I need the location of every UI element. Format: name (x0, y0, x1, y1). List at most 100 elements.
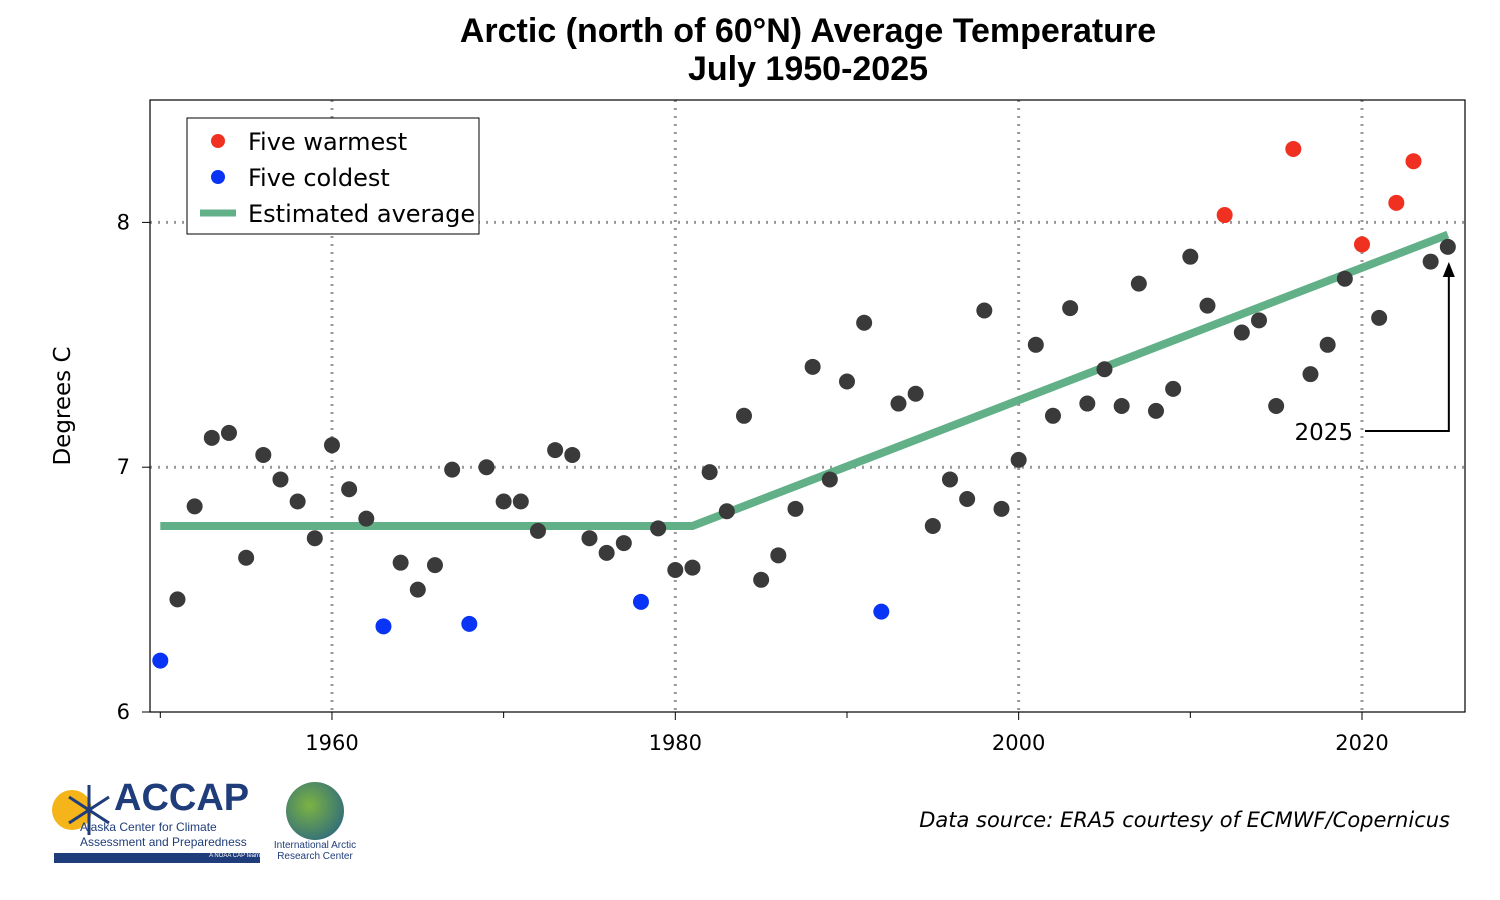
data-point (1062, 300, 1079, 317)
data-point (392, 554, 409, 571)
data-point (220, 424, 237, 441)
annotation-arrowhead (1442, 262, 1455, 277)
data-point (907, 385, 924, 402)
accap-logo: ACCAP Alaska Center for Climate Assessme… (44, 775, 264, 865)
data-point (787, 500, 804, 517)
data-point (444, 461, 461, 478)
data-point-coldest (461, 615, 478, 632)
data-point (821, 471, 838, 488)
data-point (667, 562, 684, 579)
data-point-warmest (1216, 207, 1233, 224)
data-point (238, 549, 255, 566)
data-point-warmest (1353, 236, 1370, 253)
data-point (1130, 275, 1147, 292)
x-tick-label: 2020 (1335, 731, 1388, 755)
data-point (1250, 312, 1267, 329)
chart-title: Arctic (north of 60°N) Average Temperatu… (0, 12, 1500, 88)
data-point (426, 557, 443, 574)
data-point-coldest (873, 603, 890, 620)
data-point (1319, 336, 1336, 353)
data-point (1165, 380, 1182, 397)
data-source: Data source: ERA5 courtesy of ECMWF/Cope… (919, 808, 1450, 832)
data-point (289, 493, 306, 510)
iarc-name-1: International Arctic (273, 840, 357, 851)
data-point (1336, 270, 1353, 287)
annotation-arrow-line (1365, 270, 1450, 432)
plot-frame (149, 99, 1466, 713)
legend-marker (211, 170, 225, 184)
data-point (1302, 366, 1319, 383)
data-point (1079, 395, 1096, 412)
data-point (959, 491, 976, 508)
y-tick-label: 7 (117, 455, 130, 479)
data-point (1096, 361, 1113, 378)
iarc-name-2: Research Center (277, 851, 353, 862)
title-line: Arctic (north of 60°N) Average Temperatu… (459, 12, 1157, 50)
y-tick-label: 6 (117, 700, 130, 724)
data-point (478, 459, 495, 476)
data-point (341, 481, 358, 498)
data-point (1233, 324, 1250, 341)
legend-label: Estimated average (248, 200, 475, 228)
subtitle-line: July 1950-2025 (687, 50, 929, 88)
data-point (701, 464, 718, 481)
data-point (1027, 336, 1044, 353)
iarc-logo: International Arctic Research Center (265, 782, 365, 872)
data-point (838, 373, 855, 390)
data-point (735, 407, 752, 424)
data-point-warmest (1405, 153, 1422, 170)
data-point (203, 429, 220, 446)
accap-tag: A NOAA CAP team (54, 853, 260, 863)
data-point (1268, 398, 1285, 414)
data-point (512, 493, 529, 510)
data-point-coldest (632, 593, 649, 610)
data-point (598, 544, 615, 561)
data-point (976, 302, 993, 319)
data-point (358, 510, 375, 527)
legend-label: Five coldest (248, 164, 390, 192)
data-point-coldest (152, 652, 169, 669)
data-point-warmest (1388, 194, 1405, 211)
data-point (890, 395, 907, 412)
data-point (169, 591, 186, 608)
data-point (255, 446, 272, 463)
data-point (409, 581, 426, 598)
data-point (684, 559, 701, 576)
globe-icon (286, 782, 344, 840)
data-point-warmest (1285, 140, 1302, 157)
data-point (547, 442, 564, 459)
data-point (1010, 451, 1027, 468)
sun-snowflake-icon (52, 785, 110, 835)
annotation-label: 2025 (1294, 420, 1353, 446)
data-point (1371, 309, 1388, 326)
data-point (941, 471, 958, 488)
x-tick-label: 2000 (992, 731, 1045, 755)
data-point (650, 520, 667, 537)
data-point (495, 493, 512, 510)
data-point (718, 503, 735, 520)
data-point (804, 358, 821, 375)
x-tick-label: 1980 (649, 731, 702, 755)
data-point (924, 517, 941, 534)
data-point (993, 500, 1010, 517)
data-point (1113, 398, 1130, 414)
accap-name: ACCAP (114, 777, 250, 819)
accap-full-2: Assessment and Preparedness (80, 835, 247, 849)
data-point (186, 498, 203, 515)
data-point (753, 571, 770, 588)
y-axis-label: Degrees C (50, 346, 76, 465)
data-point (1147, 402, 1164, 419)
data-point (323, 437, 340, 454)
data-point (272, 471, 289, 488)
data-point (856, 314, 873, 331)
accap-full-1: Alaska Center for Climate (80, 820, 217, 834)
data-point (306, 530, 323, 547)
data-point (529, 522, 546, 539)
data-point (1439, 238, 1456, 255)
data-point (770, 547, 787, 564)
data-point (564, 446, 581, 463)
y-tick-label: 8 (117, 210, 130, 234)
data-point (1422, 253, 1439, 270)
legend-label: Five warmest (248, 128, 407, 156)
